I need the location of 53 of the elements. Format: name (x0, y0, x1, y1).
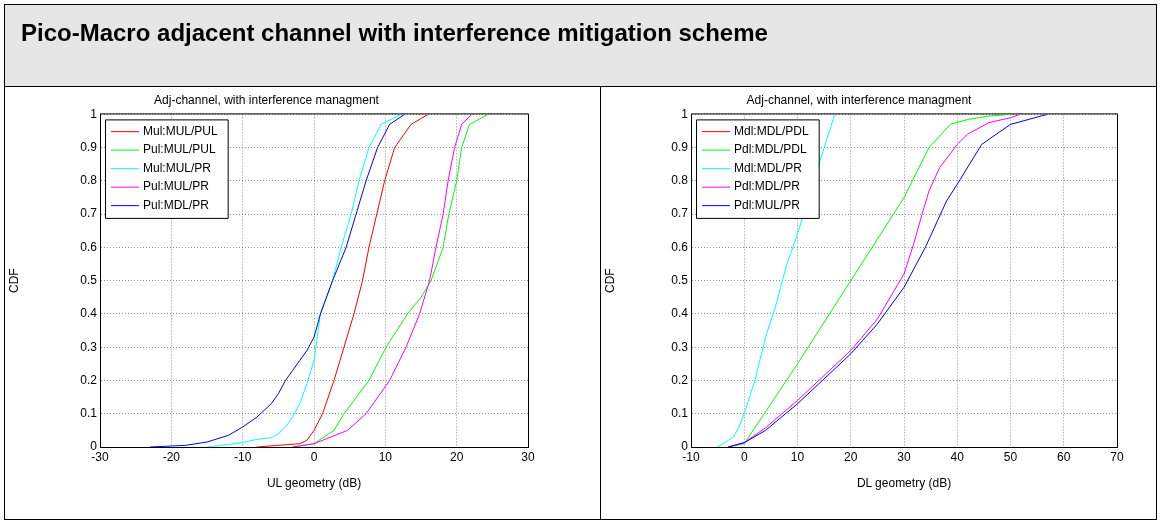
y-tick-label: 0.5 (80, 273, 98, 288)
y-axis-title: CDF (602, 268, 617, 294)
text: Pico-Macro adjacent channel with interference mitigation scheme (21, 19, 769, 47)
legend-label: Pul:MUL/PR (143, 179, 210, 194)
y-tick-label: 1 (681, 106, 689, 121)
x-tick-label: 10 (790, 449, 805, 464)
legend-label: Mul:MUL/PR (143, 160, 212, 175)
legend-label: Pul:MUL/PUL (143, 142, 217, 157)
y-tick-label: 0.4 (671, 306, 689, 321)
legend-label: Pdl:MDL/PDL (734, 142, 808, 157)
x-tick-label: 40 (950, 449, 965, 464)
legend-label: Pdl:MDL/PR (734, 179, 801, 194)
y-tick-label: 0.5 (671, 273, 689, 288)
y-tick-label: 0.3 (80, 339, 98, 354)
y-tick-label: 0.2 (80, 372, 98, 387)
y-axis-title: CDF (6, 268, 21, 294)
y-tick-label: 0.1 (80, 406, 98, 421)
x-tick-label: 20 (844, 449, 858, 464)
x-tick-label: -20 (162, 449, 181, 464)
y-tick-label: 0.9 (80, 139, 98, 154)
legend-label: Mdl:MDL/PDL (734, 123, 810, 138)
y-tick-label: 0.6 (80, 239, 98, 254)
x-tick-label: 0 (310, 449, 318, 464)
y-tick-label: 0.7 (671, 206, 689, 221)
x-axis-title: DL geometry (dB) (856, 476, 952, 491)
y-tick-label: 0.7 (80, 206, 98, 221)
legend-label: Mdl:MDL/PR (734, 160, 803, 175)
y-tick-label: 0.9 (671, 139, 689, 154)
y-tick-label: 0.1 (671, 406, 689, 421)
legend-label: Pdl:MUL/PR (734, 197, 801, 212)
y-tick-label: 1 (90, 106, 98, 121)
y-tick-label: 0.6 (671, 239, 689, 254)
x-tick-label: 20 (449, 449, 464, 464)
legend-label: Pul:MDL/PR (143, 197, 210, 212)
legend-label: Mul:MUL/PUL (143, 123, 219, 138)
y-tick-label: 0.2 (671, 372, 689, 387)
y-tick-label: 0.8 (80, 173, 98, 188)
x-tick-label: 30 (521, 449, 535, 464)
y-tick-label: 0.4 (80, 306, 98, 321)
x-tick-label: 30 (897, 449, 911, 464)
x-axis-title: UL geometry (dB) (266, 476, 362, 491)
x-tick-label: 50 (1003, 449, 1018, 464)
x-tick-label: 60 (1057, 449, 1071, 464)
x-tick-label: 10 (378, 449, 393, 464)
x-tick-label: -10 (233, 449, 252, 464)
chart-title: Adj-channel, with interference managment (154, 92, 380, 107)
x-tick-label: -30 (91, 449, 109, 464)
x-tick-label: 70 (1110, 449, 1124, 464)
x-tick-label: 0 (740, 449, 748, 464)
y-tick-label: 0.3 (671, 339, 689, 354)
x-tick-label: -10 (682, 449, 700, 464)
chart-title: Adj-channel, with interference managment (746, 92, 973, 107)
y-tick-label: 0.8 (671, 173, 689, 188)
